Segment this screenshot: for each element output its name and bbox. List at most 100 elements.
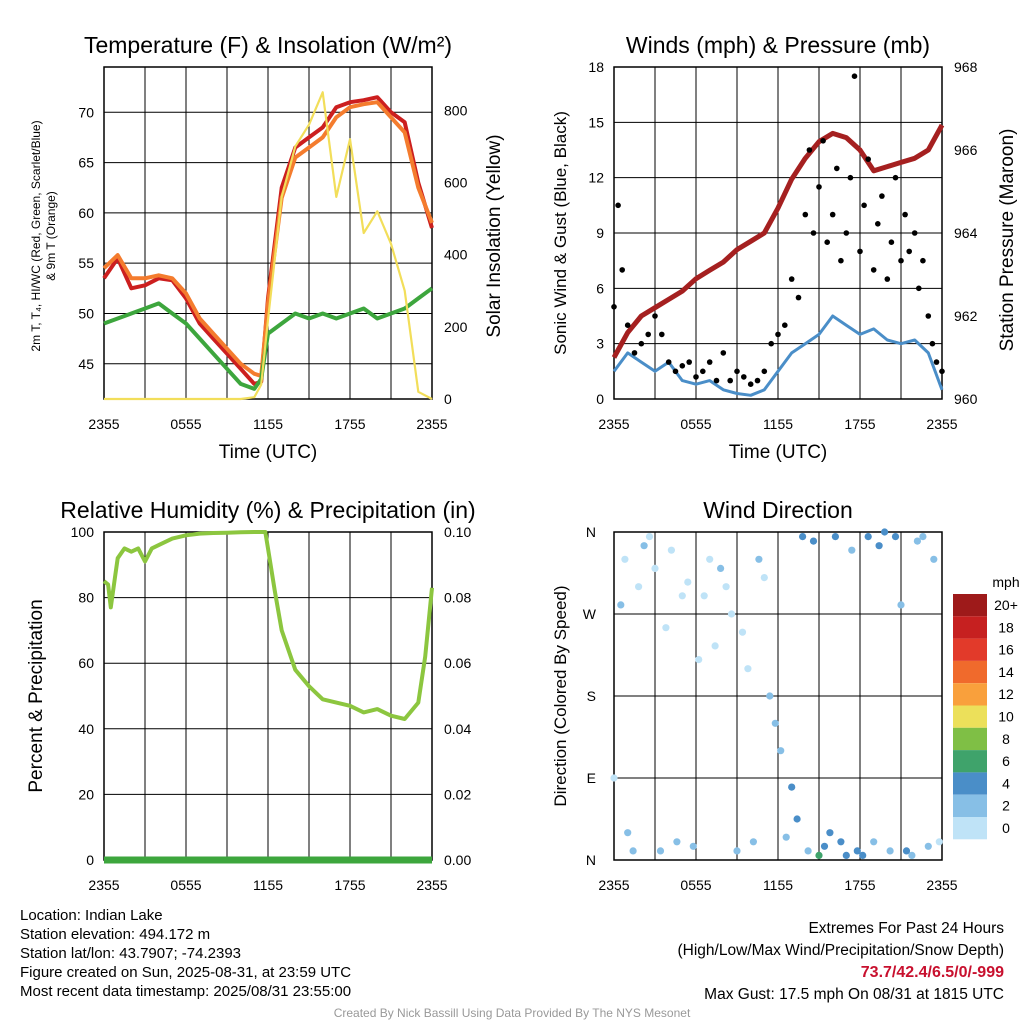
direction-point xyxy=(695,656,703,664)
gust-point xyxy=(720,350,727,356)
x-tick-label: 1755 xyxy=(844,416,875,432)
direction-point xyxy=(656,847,665,855)
gust-point xyxy=(875,221,881,227)
gust-point xyxy=(861,202,867,209)
temperature-ylabel-left: 2m T, T₄, HI/WC (Red, Green, Scarlet/Blu… xyxy=(29,120,43,351)
gust-point xyxy=(652,313,658,319)
legend-swatch xyxy=(953,683,987,706)
gust-point xyxy=(879,193,885,199)
y-tick-label-left: 100 xyxy=(71,524,95,540)
direction-point xyxy=(804,847,812,855)
recent-timestamp-text: Most recent data timestamp: 2025/08/31 2… xyxy=(20,983,352,1000)
direction-point xyxy=(886,847,894,855)
direction-point xyxy=(617,601,625,609)
direction-title: Wind Direction xyxy=(703,497,853,523)
direction-point xyxy=(913,537,922,545)
gust-point xyxy=(700,368,706,375)
y-tick-label-right: 966 xyxy=(954,142,978,158)
legend-label: 16 xyxy=(998,642,1014,658)
legend-label: 14 xyxy=(998,664,1014,680)
gust-point xyxy=(906,248,912,255)
gust-point xyxy=(761,368,768,375)
winds-panel: 2355 0555 1155 1755 2355 0 3 6 9 12 15 18 960 962 964 9… xyxy=(551,32,1018,463)
direction-point xyxy=(919,533,927,541)
legend-swatch xyxy=(953,727,987,751)
y-tick-label-left: 70 xyxy=(78,104,94,120)
x-tick-label: 1755 xyxy=(844,877,875,893)
gust-point xyxy=(829,211,836,218)
y-tick-label-left: 20 xyxy=(78,786,94,802)
gust-point xyxy=(820,138,826,144)
direction-point xyxy=(662,624,670,632)
y-tick-label-right: 0.08 xyxy=(444,590,471,606)
credit-text: Created By Nick Bassill Using Data Provi… xyxy=(333,1006,691,1020)
legend-swatch xyxy=(953,750,987,773)
direction-point xyxy=(924,842,932,850)
direction-point xyxy=(673,838,681,846)
x-tick-label: 2355 xyxy=(416,416,447,432)
legend-label: 12 xyxy=(998,686,1014,702)
direction-point xyxy=(640,542,648,550)
direction-point xyxy=(782,833,790,841)
gust-point xyxy=(624,322,631,329)
station-info: Location: Indian Lake Station elevation:… xyxy=(20,906,351,1001)
y-tick-label-left: 0 xyxy=(596,391,604,407)
x-tick-label: 2355 xyxy=(88,877,119,893)
x-tick-label: 1755 xyxy=(334,416,365,432)
location-text: Location: Indian Lake xyxy=(20,907,163,924)
direction-point xyxy=(771,719,779,727)
gust-point xyxy=(892,174,899,181)
direction-point xyxy=(799,533,807,541)
direction-point xyxy=(859,851,867,860)
direction-point xyxy=(809,537,818,545)
y-tick-label-right: 200 xyxy=(444,319,468,335)
legend-title: mph xyxy=(992,574,1019,590)
direction-point xyxy=(645,533,654,541)
legend-swatch xyxy=(953,638,987,661)
direction-tick-label: N xyxy=(586,524,596,540)
gust-point xyxy=(816,184,822,190)
direction-point xyxy=(881,528,889,536)
direction-point xyxy=(651,564,659,573)
direction-point xyxy=(749,838,758,846)
gust-point xyxy=(838,257,844,264)
temperature-series-line xyxy=(104,91,433,401)
plot-frame xyxy=(103,66,433,400)
direction-point xyxy=(908,851,916,860)
gust-point xyxy=(686,359,692,365)
gust-point xyxy=(645,331,651,338)
y-tick-label-left: 9 xyxy=(596,225,604,241)
gust-point xyxy=(734,368,740,375)
y-tick-label-right: 400 xyxy=(444,247,468,263)
y-tick-label-left: 60 xyxy=(78,655,94,671)
winds-title: Winds (mph) & Pressure (mb) xyxy=(626,32,930,58)
y-tick-label-left: 18 xyxy=(588,59,604,75)
gust-point xyxy=(857,248,863,255)
y-tick-label-right: 0.04 xyxy=(444,721,471,737)
x-tick-label: 0555 xyxy=(170,416,201,432)
legend-label: 4 xyxy=(1002,775,1010,791)
y-tick-label-left: 3 xyxy=(596,336,604,352)
gust-point xyxy=(847,174,854,181)
y-tick-label-right: 0 xyxy=(444,391,452,407)
y-tick-label-left: 80 xyxy=(78,590,94,606)
legend-label: 2 xyxy=(1002,798,1010,814)
direction-point xyxy=(875,542,883,550)
direction-point xyxy=(610,774,618,782)
y-tick-label-right: 968 xyxy=(954,59,978,75)
direction-point xyxy=(837,838,845,846)
gust-point xyxy=(884,276,891,282)
legend-swatch xyxy=(953,772,987,795)
latlon-text: Station lat/lon: 43.7907; -74.2393 xyxy=(20,945,242,962)
y-tick-label-left: 65 xyxy=(78,155,94,171)
gust-point xyxy=(768,340,774,347)
direction-point xyxy=(842,851,850,860)
direction-point xyxy=(930,555,938,563)
direction-point xyxy=(820,842,829,850)
legend-label: 8 xyxy=(1002,731,1010,747)
direction-tick-label: W xyxy=(583,606,597,622)
x-tick-label: 1755 xyxy=(334,877,365,893)
direction-point xyxy=(891,533,900,541)
